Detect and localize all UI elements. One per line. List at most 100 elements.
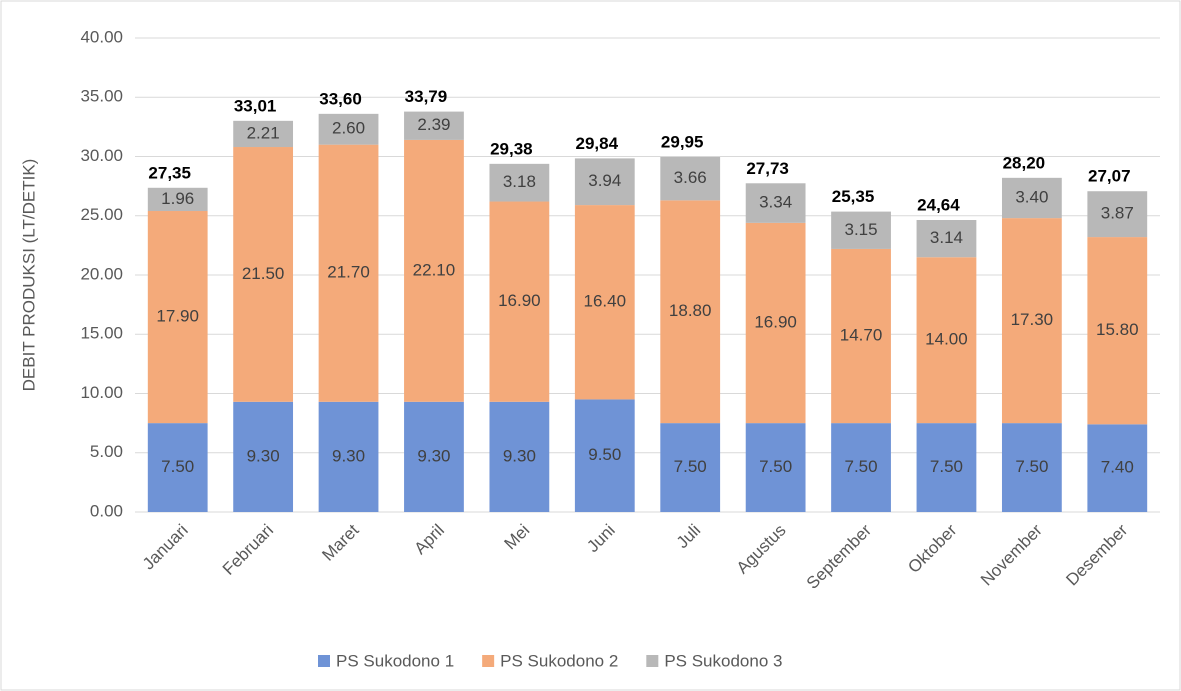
bar-segment <box>574 205 635 400</box>
total-label: 29,38 <box>490 139 533 158</box>
legend-label: PS Sukodono 2 <box>500 651 618 670</box>
value-label: 7.50 <box>1015 457 1048 476</box>
value-label: 21.70 <box>327 263 370 282</box>
value-label: 2.21 <box>247 123 280 142</box>
bar-segment <box>318 144 379 402</box>
bar-segment <box>916 423 977 512</box>
legend-label: PS Sukodono 3 <box>664 651 782 670</box>
bar-segment <box>916 220 977 258</box>
bar-segment <box>574 399 635 512</box>
value-label: 7.50 <box>674 457 707 476</box>
value-label: 16.90 <box>754 312 797 331</box>
value-label: 9.30 <box>417 446 450 465</box>
bar-segment <box>489 201 550 402</box>
bar-segment <box>404 401 464 512</box>
value-label: 2.60 <box>332 119 365 138</box>
y-tick-label: 5.00 <box>90 442 123 461</box>
bar-segment <box>233 120 294 148</box>
value-label: 7.50 <box>844 457 877 476</box>
value-label: 14.70 <box>840 326 883 345</box>
bar-segment <box>831 211 891 249</box>
total-label: 29,84 <box>576 134 619 153</box>
total-label: 33,60 <box>319 89 362 108</box>
value-label: 3.87 <box>1101 204 1134 223</box>
value-label: 14.00 <box>925 330 968 349</box>
y-tick-label: 30.00 <box>80 146 123 165</box>
y-tick-label: 0.00 <box>90 501 123 520</box>
value-label: 16.90 <box>498 291 541 310</box>
bar-segment <box>916 257 977 424</box>
bar-segment <box>233 147 294 402</box>
y-tick-label: 25.00 <box>80 205 123 224</box>
value-label: 18.80 <box>669 301 712 320</box>
value-label: 9.30 <box>247 446 280 465</box>
bar-segment <box>1001 218 1062 424</box>
value-label: 15.80 <box>1096 320 1139 339</box>
bar-segment <box>745 183 806 223</box>
bar-segment <box>318 401 379 512</box>
value-label: 3.40 <box>1015 187 1048 206</box>
value-label: 17.90 <box>156 307 199 326</box>
bar-segment <box>1087 424 1148 512</box>
value-label: 7.40 <box>1101 458 1134 477</box>
total-label: 24,64 <box>917 196 960 215</box>
value-label: 7.50 <box>759 457 792 476</box>
total-label: 27,07 <box>1088 167 1131 186</box>
y-tick-label: 10.00 <box>80 383 123 402</box>
value-label: 1.96 <box>161 189 194 208</box>
bar-segment <box>660 200 721 424</box>
bar-segment <box>318 113 379 145</box>
y-tick-label: 40.00 <box>80 27 123 46</box>
value-label: 3.14 <box>930 228 963 247</box>
bar-segment <box>1001 423 1062 512</box>
total-label: 27,35 <box>148 163 191 182</box>
value-label: 9.30 <box>332 446 365 465</box>
value-label: 3.15 <box>844 220 877 239</box>
bar-segment <box>147 211 208 424</box>
y-tick-label: 15.00 <box>80 324 123 343</box>
bar-segment <box>831 248 891 424</box>
value-label: 7.50 <box>161 457 194 476</box>
bar-segment <box>831 423 891 512</box>
value-label: 17.30 <box>1011 310 1054 329</box>
legend-swatch <box>482 655 495 667</box>
value-label: 2.39 <box>417 115 450 134</box>
legend-swatch <box>318 655 330 667</box>
value-label: 9.50 <box>588 445 621 464</box>
total-label: 25,35 <box>832 187 875 206</box>
bar-segment <box>660 156 721 201</box>
bar-segment <box>147 187 208 212</box>
bar-segment <box>233 401 294 512</box>
y-tick-label: 20.00 <box>80 264 123 283</box>
bar-segment <box>147 423 208 512</box>
y-axis-label: DEBIT PRODUKSI (LT/DETIK) <box>19 159 38 392</box>
value-label: 3.66 <box>674 168 707 187</box>
legend-label: PS Sukodono 1 <box>336 651 454 670</box>
bar-segment <box>745 222 806 424</box>
bar-segment <box>1087 191 1148 238</box>
bar-segment <box>489 401 550 512</box>
bar-segment <box>489 163 550 202</box>
value-label: 3.34 <box>759 193 792 212</box>
value-label: 22.10 <box>413 260 456 279</box>
value-label: 3.18 <box>503 172 536 191</box>
value-label: 16.40 <box>584 292 627 311</box>
bar-segment <box>745 423 806 512</box>
bar-segment <box>1087 237 1148 425</box>
bar-segment <box>404 111 464 140</box>
value-label: 9.30 <box>503 446 536 465</box>
value-label: 7.50 <box>930 457 963 476</box>
total-label: 28,20 <box>1003 153 1046 172</box>
total-label: 27,73 <box>746 159 789 178</box>
bar-segment <box>1001 177 1062 219</box>
total-label: 33,01 <box>234 96 277 115</box>
value-label: 3.94 <box>588 171 621 190</box>
total-label: 29,95 <box>661 133 704 152</box>
legend-swatch <box>646 655 659 667</box>
y-tick-label: 35.00 <box>80 87 123 106</box>
bar-segment <box>574 158 635 206</box>
total-label: 33,79 <box>405 87 448 106</box>
value-label: 21.50 <box>242 264 285 283</box>
bar-segment <box>660 423 721 512</box>
